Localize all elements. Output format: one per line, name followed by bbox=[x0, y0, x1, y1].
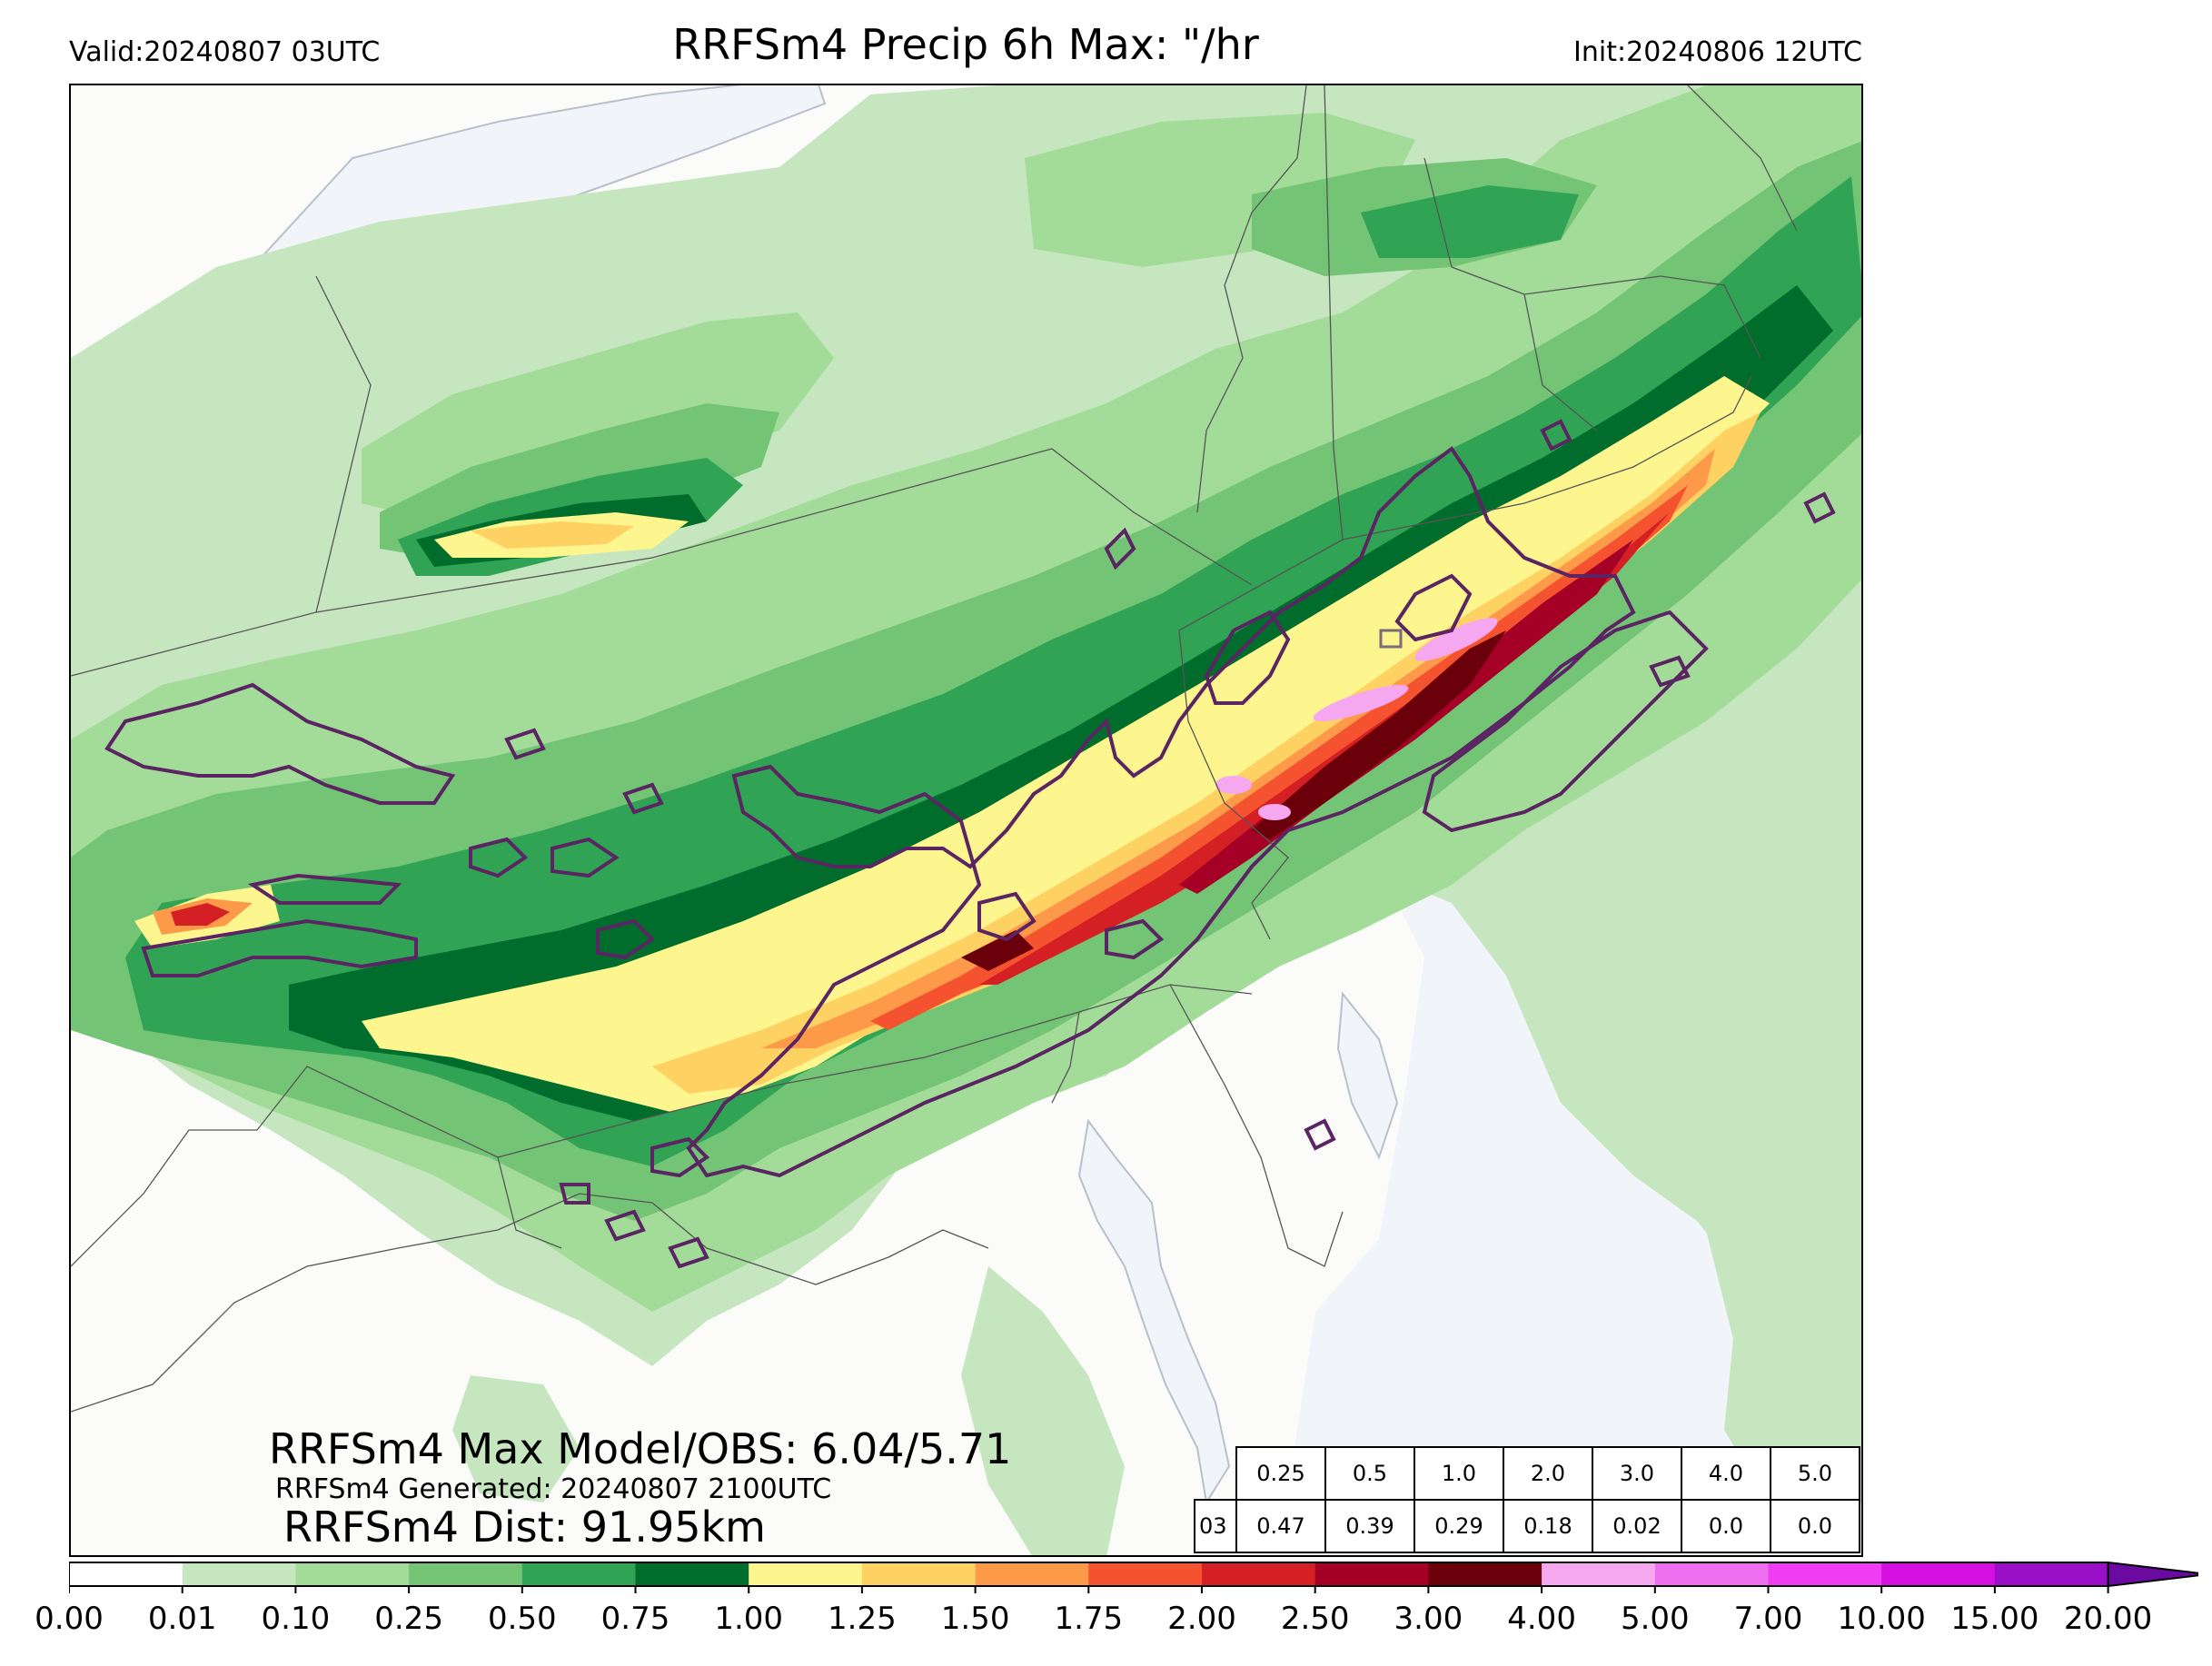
precip-map bbox=[71, 85, 1861, 1555]
precip-4-00-b bbox=[1313, 685, 1409, 721]
threshold-value-cell: 0.47 bbox=[1235, 1499, 1326, 1553]
city-marker bbox=[1379, 629, 1403, 649]
colorbar-tick-label: 0.10 bbox=[261, 1601, 331, 1637]
precip-4-00-c bbox=[1215, 776, 1252, 794]
threshold-value-cell: 0.0 bbox=[1681, 1499, 1771, 1553]
obs-contours bbox=[104, 419, 1836, 1269]
row-label-cell: 03 bbox=[1194, 1499, 1237, 1553]
colorbar-segment bbox=[69, 1562, 184, 1586]
precip-0-01-sw bbox=[452, 1375, 580, 1502]
colorbar-tick-label: 4.00 bbox=[1507, 1601, 1576, 1637]
colorbar-tick-label: 1.75 bbox=[1054, 1601, 1124, 1637]
colorbar-tick-label: 0.50 bbox=[487, 1601, 557, 1637]
threshold-value-cell: 0.18 bbox=[1503, 1499, 1593, 1553]
precip-map-panel bbox=[69, 84, 1863, 1557]
colorbar-segment bbox=[1994, 1562, 2109, 1586]
state-borders bbox=[71, 85, 1798, 1413]
threshold-header-cell: 5.0 bbox=[1770, 1446, 1860, 1501]
colorbar-segment bbox=[521, 1562, 636, 1586]
map-title: RRFSm4 Precip 6h Max: "/hr bbox=[672, 20, 1259, 69]
colorbar-segment bbox=[295, 1562, 410, 1586]
precip-4-00-a bbox=[1414, 618, 1498, 661]
colorbar-segment bbox=[409, 1562, 523, 1586]
precip-0-01-south bbox=[961, 1266, 1125, 1555]
init-time-label: Init:20240806 12UTC bbox=[1573, 36, 1862, 68]
colorbar-segment bbox=[1881, 1562, 1996, 1586]
delaware-bay bbox=[1336, 991, 1399, 1160]
colorbar-tick-label: 5.00 bbox=[1620, 1601, 1690, 1637]
valid-time-label: Valid:20240807 03UTC bbox=[69, 36, 381, 68]
colorbar-tick-label: 1.00 bbox=[714, 1601, 784, 1637]
colorbar-tick-label: 20.00 bbox=[2063, 1601, 2153, 1637]
threshold-value-cell: 0.02 bbox=[1592, 1499, 1682, 1553]
distance-label: RRFSm4 Dist: 91.95km bbox=[283, 1502, 766, 1552]
colorbar-tick-label: 3.00 bbox=[1394, 1601, 1463, 1637]
colorbar-tick-label: 0.75 bbox=[600, 1601, 670, 1637]
colorbar-tick-label: 0.00 bbox=[35, 1601, 104, 1637]
colorbar-tick-label: 2.50 bbox=[1280, 1601, 1350, 1637]
colorbar-tick-label: 15.00 bbox=[1950, 1601, 2039, 1637]
precip-0-75 bbox=[289, 285, 1833, 1121]
colorbar-segment bbox=[861, 1562, 977, 1586]
max-model-obs-label: RRFSm4 Max Model/OBS: 6.04/5.71 bbox=[269, 1424, 1012, 1473]
colorbar-segment bbox=[1542, 1562, 1656, 1586]
threshold-header-cell: 1.0 bbox=[1413, 1446, 1504, 1501]
colorbar-segment bbox=[1314, 1562, 1429, 1586]
precip-0-50-ne bbox=[1361, 185, 1579, 258]
threshold-value-cell: 0.29 bbox=[1413, 1499, 1504, 1553]
colorbar-tick-label: 7.00 bbox=[1733, 1601, 1803, 1637]
colorbar-segment bbox=[975, 1562, 1089, 1586]
precip-2-00-west bbox=[171, 903, 230, 926]
colorbar-extend-arrow bbox=[2107, 1561, 2198, 1588]
threshold-header-cell: 0.25 bbox=[1235, 1446, 1326, 1501]
threshold-header-cell: 0.5 bbox=[1324, 1446, 1415, 1501]
threshold-header-cell: 2.0 bbox=[1503, 1446, 1593, 1501]
colorbar-tick-label: 10.00 bbox=[1837, 1601, 1926, 1637]
precip-1-25-north bbox=[471, 521, 634, 549]
colorbar-tick-label: 0.01 bbox=[147, 1601, 217, 1637]
threshold-header-cell: 3.0 bbox=[1592, 1446, 1682, 1501]
threshold-value-cell: 0.39 bbox=[1324, 1499, 1415, 1553]
threshold-header-cell: 4.0 bbox=[1681, 1446, 1771, 1501]
threshold-value-cell: 0.0 bbox=[1770, 1499, 1860, 1553]
colorbar-segment bbox=[182, 1562, 296, 1586]
colorbar bbox=[69, 1561, 2198, 1593]
colorbar-tick-label: 1.50 bbox=[940, 1601, 1010, 1637]
precip-4-00-d bbox=[1258, 804, 1291, 820]
colorbar-segment bbox=[635, 1562, 749, 1586]
precip-0-01-east bbox=[1652, 904, 1861, 1521]
colorbar-segment bbox=[1428, 1562, 1542, 1586]
colorbar-tick-label: 1.25 bbox=[828, 1601, 897, 1637]
precip-1-00 bbox=[362, 376, 1770, 1112]
precip-3-00-b bbox=[961, 930, 1034, 971]
colorbar-segment bbox=[1768, 1562, 1882, 1586]
colorbar-segment bbox=[1202, 1562, 1316, 1586]
colorbar-segment bbox=[749, 1562, 863, 1586]
colorbar-segment bbox=[1088, 1562, 1203, 1586]
generated-time-label: RRFSm4 Generated: 20240807 2100UTC bbox=[275, 1473, 832, 1505]
precip-0-50 bbox=[125, 176, 1861, 1166]
precip-3-00 bbox=[1252, 630, 1506, 839]
colorbar-tick-label: 0.25 bbox=[374, 1601, 443, 1637]
colorbar-segment bbox=[1654, 1562, 1769, 1586]
colorbar-tick-label: 2.00 bbox=[1167, 1601, 1236, 1637]
